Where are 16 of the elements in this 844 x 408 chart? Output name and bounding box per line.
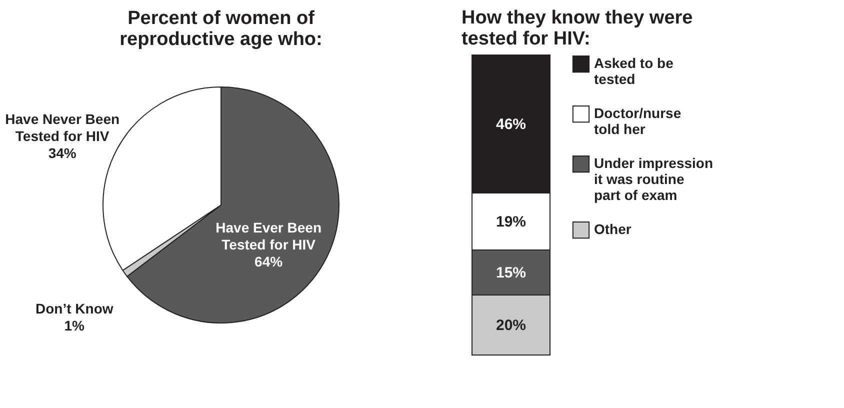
chart-title: How they know they were tested for HIV: [462, 8, 693, 50]
slice-label: Have Ever Been Tested for HIV [216, 220, 322, 253]
data-label: 64% [254, 254, 284, 270]
data-label: 1% [64, 317, 86, 334]
slice-label: Don’t Know [35, 300, 114, 316]
data-label: 34% [48, 144, 77, 161]
slice-label: Have Never Been Tested for HIV [5, 110, 120, 144]
legend-label: Under impression it was routine part of exam [594, 155, 714, 203]
data-label: 20% [496, 317, 526, 334]
data-label: 19% [496, 214, 526, 230]
data-label: 15% [496, 264, 526, 282]
chart-title: Percent of women of reproductive age who: [120, 8, 322, 50]
data-label: 46% [496, 116, 526, 133]
legend-label: Doctor/nurse told her [594, 105, 682, 137]
legend-label: Other [594, 221, 632, 237]
legend-label: Asked to be tested [594, 55, 674, 87]
